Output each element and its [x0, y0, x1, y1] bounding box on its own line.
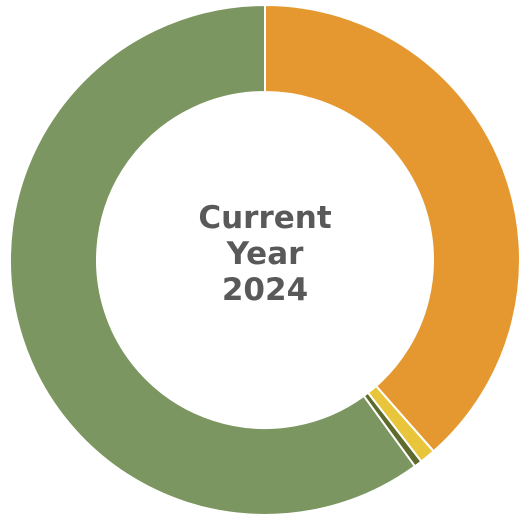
center-label: Current Year 2024 — [198, 200, 332, 308]
donut-segment — [264, 3, 520, 453]
donut-segment — [9, 3, 417, 515]
